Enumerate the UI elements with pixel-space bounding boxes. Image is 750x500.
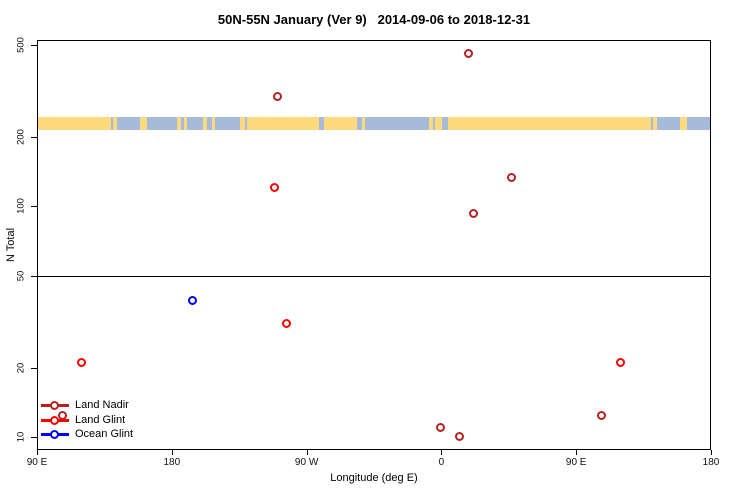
legend-label: Land Nadir <box>75 399 129 411</box>
legend: Land Nadir Land Glint Ocean Glint <box>40 398 200 442</box>
x-tick <box>441 450 443 455</box>
land-segment <box>240 117 245 130</box>
y-tick-label: 20 <box>15 362 27 373</box>
x-tick <box>711 450 712 455</box>
y-tick-label: 10 <box>15 431 27 443</box>
land-segment <box>679 117 687 130</box>
y-tick-label: 50 <box>15 270 27 282</box>
legend-label: Land Glint <box>75 413 126 426</box>
x-tick-label: 90 W <box>294 457 319 468</box>
legend-circle-icon <box>50 415 59 425</box>
land-segment <box>176 117 182 130</box>
legend-row-land-nadir: Land Nadir <box>40 398 200 413</box>
data-point <box>455 432 465 442</box>
legend-label: Ocean Glint <box>75 428 134 440</box>
chart-title: 50N-55N January (Ver 9) 2014-09-06 to 20… <box>217 12 531 27</box>
x-tick-label: 180 <box>163 457 181 468</box>
legend-circle-icon <box>50 430 59 439</box>
data-point <box>281 319 291 329</box>
land-segment <box>361 117 365 130</box>
x-tick <box>171 450 173 455</box>
plot-area <box>37 40 711 450</box>
y-tick <box>31 136 37 138</box>
data-point <box>273 91 283 101</box>
legend-row-ocean-glint: Ocean Glint <box>40 427 200 442</box>
x-tick-label: 0 <box>438 457 445 468</box>
data-point <box>464 48 474 58</box>
data-point <box>596 410 606 420</box>
land-segment <box>323 117 358 130</box>
land-segment <box>246 117 319 130</box>
land-segment <box>203 117 207 130</box>
land-segment <box>652 117 658 130</box>
y-tick-label: 100 <box>15 198 27 215</box>
data-point <box>435 422 445 432</box>
data-point <box>270 182 280 192</box>
legend-row-land-glint: Land Glint <box>40 413 200 428</box>
y-tick <box>31 367 37 369</box>
x-tick <box>576 450 578 455</box>
land-segment <box>184 117 188 130</box>
x-tick-label: 90 E <box>565 457 587 468</box>
x-tick <box>306 450 308 455</box>
legend-circle-icon <box>50 401 59 410</box>
y-tick <box>31 206 37 208</box>
data-point <box>187 296 197 306</box>
data-point <box>615 358 625 368</box>
land-segment <box>447 117 652 130</box>
land-segment <box>434 117 442 130</box>
map-band <box>38 117 710 130</box>
y-tick <box>31 436 37 438</box>
x-tick <box>37 450 38 455</box>
x-tick-label: 90 E <box>26 457 48 468</box>
y-tick <box>31 45 37 46</box>
y-tick <box>31 275 37 277</box>
y-tick-label: 200 <box>15 128 27 145</box>
land-segment <box>113 117 117 130</box>
data-point <box>506 173 516 183</box>
land-segment <box>139 117 148 130</box>
reference-line-50 <box>38 275 710 277</box>
land-segment <box>429 117 433 130</box>
x-tick-label: 180 <box>702 457 720 468</box>
data-point <box>468 209 478 219</box>
y-tick-label: 500 <box>15 37 27 53</box>
land-segment <box>38 117 111 130</box>
land-segment <box>212 117 216 130</box>
y-axis-title: N Total <box>5 227 17 263</box>
data-point <box>76 358 86 368</box>
x-axis-title: Longitude (deg E) <box>330 472 418 484</box>
